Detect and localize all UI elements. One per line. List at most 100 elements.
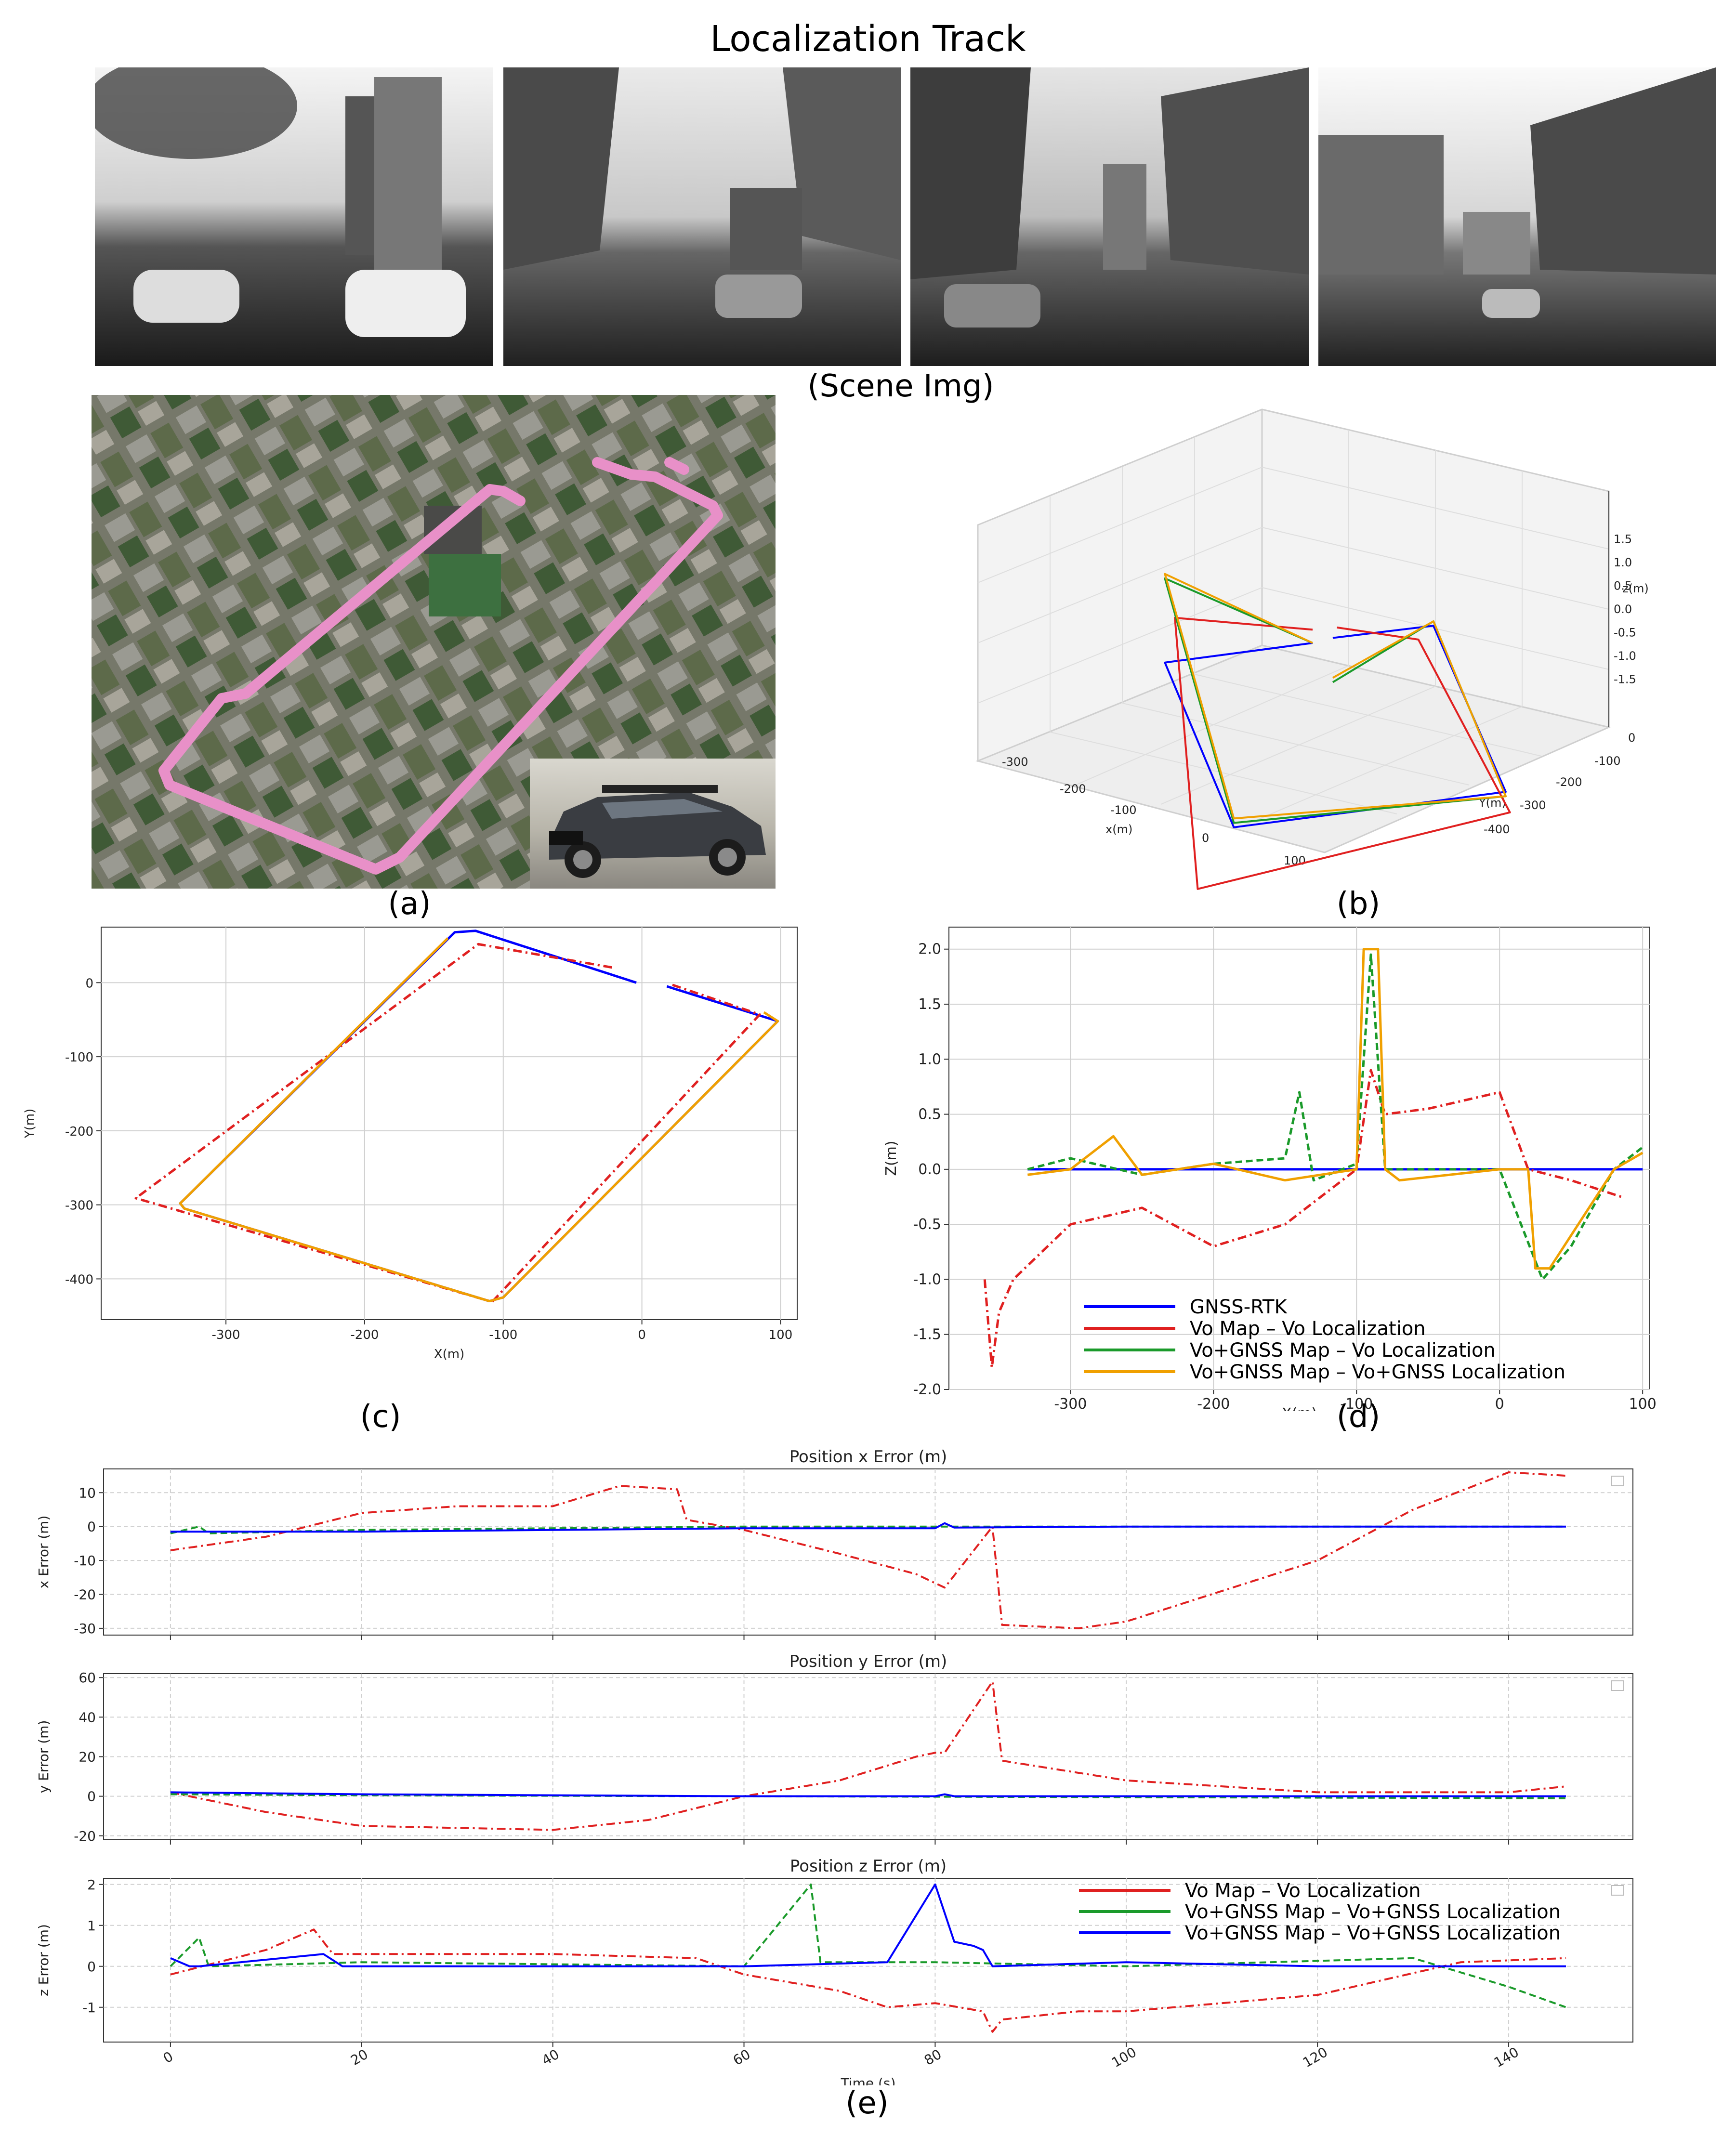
c-xtick: 100 (769, 1328, 793, 1342)
e2-series-gnss_rtk (170, 1791, 1566, 1797)
chart-b-3d-trajectory: 1.51.00.50.0-0.5-1.0-1.5 -300-200-100010… (975, 408, 1649, 890)
b-xlabel: x(m) (1105, 823, 1132, 836)
d-ytick: -2.0 (913, 1381, 941, 1398)
b-ytick: -200 (1556, 775, 1582, 789)
d-xtick: -200 (1197, 1396, 1230, 1411)
b-xtick: -300 (1002, 755, 1028, 769)
e3-series-vogn_vo (170, 1883, 1566, 2008)
b-ztick: 0.0 (1614, 603, 1632, 616)
d-ytick: -0.5 (913, 1216, 941, 1233)
figure-title: Localization Track (710, 18, 1026, 60)
chart-d-xz: -300 -200 -100 0 100 2.0 1.5 1.0 0.5 0.0 -0.5 -1.0 -… (883, 927, 1657, 1411)
route-track (158, 457, 723, 875)
c-ytick: -100 (65, 1050, 93, 1065)
c-ytick: -400 (65, 1272, 93, 1287)
d-xtick: -300 (1054, 1396, 1087, 1411)
e3-xtick: 120 (1300, 2044, 1330, 2070)
e3-xtick: 80 (921, 2046, 944, 2069)
e3-series-vo_vo (170, 1928, 1566, 2033)
e3-ytick: -1 (82, 2000, 96, 2016)
axes-3d-box (975, 408, 1611, 853)
e3-xtick: 20 (348, 2046, 370, 2069)
b-ytick: 0 (1628, 731, 1635, 745)
e3-xlabel: Time (s) (841, 2075, 896, 2085)
d-ytick: -1.0 (913, 1271, 941, 1288)
e3-xtick: 100 (1109, 2044, 1139, 2070)
e2-ytick: 60 (79, 1670, 96, 1686)
b-xtick: -100 (1110, 803, 1136, 817)
caption-a: (a) (388, 886, 431, 922)
c-ytick: 0 (85, 976, 93, 991)
z-ticks: 1.5 1.0 0.5 0.0 -0.5 -1.0 -1.5 (1614, 533, 1636, 686)
e1-ytick: 10 (79, 1485, 96, 1501)
e3-xtick: 40 (539, 2046, 562, 2069)
caption-e: (e) (845, 2085, 889, 2121)
d-ytick: 1.5 (918, 996, 941, 1013)
c-series-vo_vo (134, 943, 761, 1303)
e3-ytick: 2 (87, 1877, 96, 1893)
d-xtick: 100 (1629, 1396, 1657, 1411)
vehicle-photo (530, 759, 776, 889)
b-xtick: -200 (1060, 782, 1086, 796)
e3-ylabel: z Error (m) (36, 1924, 52, 1996)
e1-series-gnss_rtk (170, 1522, 1566, 1533)
e3-ytick: 0 (87, 1959, 96, 1975)
e1-series-vo_vo (170, 1471, 1566, 1629)
b-xtick: 0 (1202, 831, 1209, 845)
e2-title: Position y Error (m) (789, 1652, 947, 1671)
c-ylabel: Y(m) (23, 1109, 37, 1139)
b-ztick: 0.5 (1614, 579, 1632, 593)
e3-ytick: 1 (87, 1918, 96, 1934)
e2-ytick: 20 (79, 1749, 96, 1765)
e1-ytick: -20 (74, 1587, 96, 1603)
b-ytick: -400 (1484, 823, 1510, 836)
e1-series-vogn_vo (170, 1525, 1566, 1534)
e3-legend-label-gnss_rtk: Vo+GNSS Map – Vo+GNSS Localization (1185, 1922, 1561, 1944)
c-xtick: -100 (489, 1328, 517, 1342)
e1-title: Position x Error (m) (789, 1447, 947, 1467)
c-plot-area (101, 927, 798, 1320)
e1-ytick: -30 (74, 1621, 96, 1637)
y-ticks: 0 -100 -200 -300 -400 (1484, 731, 1635, 836)
chart-c-xy: -300 -200 -100 0 100 0 -100 -200 -300 -400 Y(m) X(m… (23, 927, 798, 1362)
e3-xtick: 140 (1491, 2044, 1522, 2070)
caption-b: (b) (1336, 886, 1381, 922)
scene-image-4 (1318, 67, 1716, 366)
b-ztick: -1.5 (1614, 673, 1636, 686)
d-legend-label-vo_vo: Vo Map – Vo Localization (1190, 1318, 1426, 1340)
c-xtick: 0 (638, 1328, 646, 1342)
d-legend-label-gnss_rtk: GNSS-RTK (1190, 1296, 1288, 1318)
b-ztick: 1.5 (1614, 533, 1632, 546)
e2-series-vo_vo (170, 1680, 1566, 1831)
b-series-vogn_vogn (1164, 573, 1507, 820)
b-ztick: -1.0 (1614, 649, 1636, 663)
b-ztick: -0.5 (1614, 626, 1636, 640)
e3-title: Position z Error (m) (790, 1857, 947, 1876)
e3-series-gnss_rtk (170, 1883, 1566, 1967)
d-ytick: 0.0 (918, 1161, 941, 1178)
d-ylabel: Z(m) (883, 1140, 900, 1176)
scene-image-1 (95, 67, 493, 366)
e1-plot-area (103, 1468, 1633, 1636)
c-xtick: -300 (212, 1328, 240, 1342)
d-ytick: 1.0 (918, 1051, 941, 1068)
e2-ylabel: y Error (m) (36, 1720, 52, 1794)
b-ytick: -100 (1594, 754, 1620, 768)
c-ytick: -200 (65, 1125, 93, 1139)
e1-ytick: 0 (87, 1519, 96, 1535)
e1-ylabel: x Error (m) (36, 1516, 52, 1589)
d-xtick: -100 (1340, 1396, 1373, 1411)
c-ytick: -300 (65, 1199, 93, 1213)
e1-ytick: -10 (74, 1553, 96, 1569)
caption-c: (c) (360, 1399, 401, 1435)
d-ytick: 2.0 (918, 941, 941, 958)
d-legend-label-vogn_vo: Vo+GNSS Map – Vo Localization (1190, 1339, 1496, 1362)
scene-image-2 (503, 67, 901, 366)
c-xtick: -200 (350, 1328, 379, 1342)
d-series-vogn_vogn (1027, 948, 1644, 1270)
d-series-vo_vo (983, 1069, 1622, 1369)
e2-ytick: 0 (87, 1789, 96, 1805)
e2-ytick: 40 (79, 1709, 96, 1725)
